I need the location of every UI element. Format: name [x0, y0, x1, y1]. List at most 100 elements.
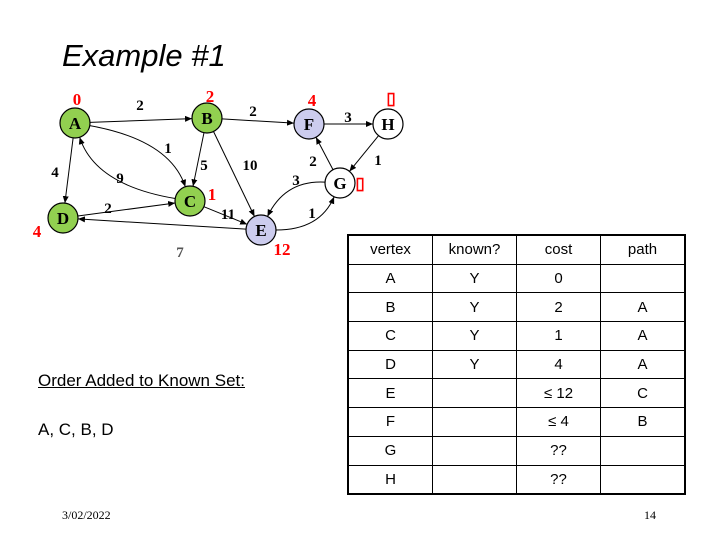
node-label: A: [69, 114, 82, 133]
table-cell: A: [600, 292, 686, 323]
node-cost-label: 0: [73, 90, 82, 109]
table-row: E ≤ 12 C: [347, 378, 686, 409]
edge-A-D: [62, 137, 74, 204]
node-label: H: [381, 115, 394, 134]
edge-A-C: [89, 125, 186, 187]
table-cell: ??: [516, 464, 601, 495]
table-cell: [432, 435, 517, 466]
table-cell: B: [347, 292, 433, 323]
slide-date: 3/02/2022: [62, 508, 111, 522]
table-cell: B: [600, 407, 686, 437]
table-cell: cost: [516, 234, 601, 265]
node-cost-label: 1: [208, 185, 217, 204]
table-cell: G: [347, 435, 433, 466]
edge-B-F: [221, 118, 295, 126]
table-cell: 0: [516, 263, 601, 294]
table-cell: [432, 407, 517, 437]
table-cell: D: [347, 349, 433, 380]
node-B: [191, 102, 223, 134]
table-cell: [600, 263, 686, 294]
edge-C-E: [203, 206, 248, 225]
edge-D-C: [77, 200, 176, 217]
table-cell: 1: [516, 321, 601, 351]
table-cell: A: [600, 349, 686, 380]
order-value: A, C, B, D: [38, 420, 114, 439]
table-cell: path: [600, 234, 686, 265]
edge-weight: 3: [292, 173, 300, 189]
node-label: D: [57, 209, 69, 228]
table-cell: vertex: [347, 234, 433, 265]
edge-weight: 1: [308, 206, 316, 222]
edge-E-G: [275, 196, 335, 231]
table-cell: Y: [432, 263, 517, 294]
node-label: C: [184, 192, 196, 211]
node-cost-label: ▯: [386, 89, 395, 108]
table-cell: [600, 435, 686, 466]
table-cell: Y: [432, 321, 517, 351]
table-cell: E: [347, 378, 433, 409]
table-cell: C: [347, 321, 433, 351]
dijkstra-table: vertex known? cost path A Y 0 B Y 2 A C Y 1 A D Y 4 A E ≤ 12…: [347, 234, 686, 496]
node-A: [59, 107, 91, 139]
order-heading: Order Added to Known Set:: [38, 371, 245, 390]
edge-weight: 5: [200, 158, 208, 174]
node-cost-label: ▯: [355, 174, 364, 193]
edge-weight: 2: [104, 201, 112, 217]
table-cell: C: [600, 378, 686, 409]
edge-weight: 9: [116, 171, 124, 187]
edge-weight: 11: [221, 207, 235, 223]
node-H: [372, 108, 404, 140]
table-row: G??: [347, 435, 686, 466]
table-cell: H: [347, 464, 433, 495]
node-C: [174, 185, 206, 217]
node-cost-label: 4: [308, 91, 317, 110]
node-label: B: [201, 109, 212, 128]
edge-A-B: [89, 115, 193, 123]
table-cell: Y: [432, 349, 517, 380]
edge-weight: 2: [309, 154, 317, 170]
edge-weight: 1: [374, 153, 382, 169]
table-cell: A: [600, 321, 686, 351]
table-cell: [600, 464, 686, 495]
table-cell: 2: [516, 292, 601, 323]
table-cell: A: [347, 263, 433, 294]
table-cell: ≤ 4: [516, 407, 601, 437]
edge-weight: 10: [243, 158, 258, 174]
table-cell: 4: [516, 349, 601, 380]
table-cell: known?: [432, 234, 517, 265]
node-cost-label: 4: [33, 222, 42, 241]
edge-weight: 2: [136, 98, 144, 114]
edge-weight: 1: [164, 141, 172, 157]
edge-B-E: [213, 131, 255, 217]
node-F: [293, 108, 325, 140]
table-cell: F: [347, 407, 433, 437]
edge-weight: 3: [344, 110, 352, 126]
slide-number: 14: [644, 508, 656, 522]
edge-C-A: [78, 137, 176, 200]
table-row: H??: [347, 464, 686, 495]
node-label: G: [333, 174, 346, 193]
table-cell: ??: [516, 435, 601, 466]
edge-G-E: [267, 181, 326, 217]
table-cell: [432, 378, 517, 409]
edge-weight: 2: [249, 104, 257, 120]
edge-G-F: [315, 137, 334, 170]
edge-weight: 7: [176, 245, 184, 261]
node-G: [324, 167, 356, 199]
table-cell: Y: [432, 292, 517, 323]
table-cell: [432, 464, 517, 495]
table-header-row: vertex known? cost path: [347, 234, 686, 265]
node-D: [47, 202, 79, 234]
table-cell: ≤ 12: [516, 378, 601, 409]
node-cost-label: 2: [206, 87, 215, 106]
edge-weight: 4: [51, 165, 59, 181]
node-cost-label: 12: [274, 240, 291, 259]
slide-title: Example #1: [62, 38, 226, 73]
node-label: E: [255, 221, 266, 240]
node-E: [245, 214, 277, 246]
